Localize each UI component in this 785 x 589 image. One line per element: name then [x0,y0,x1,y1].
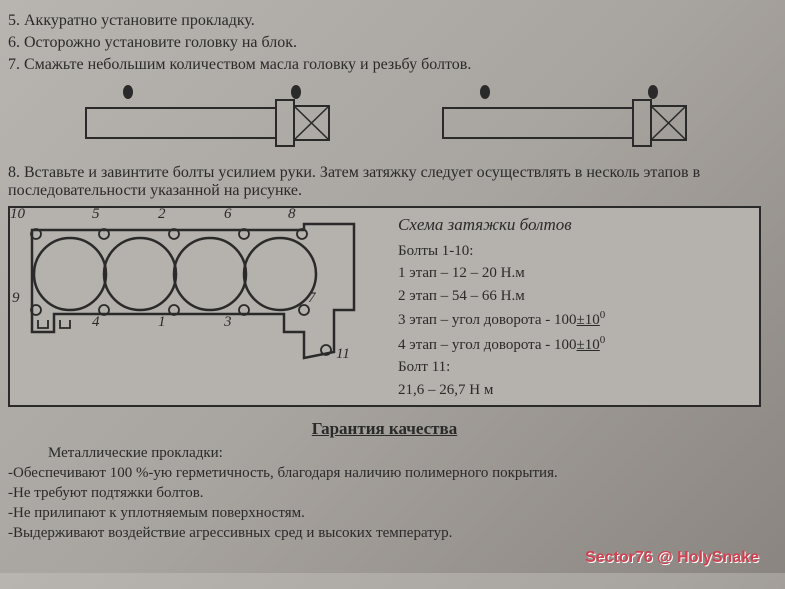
bolt-diagram-row [8,82,761,152]
gasket-diagram: 10 5 2 6 8 9 4 1 3 7 11 [10,208,388,405]
bolt-diagram-right [433,82,693,152]
torque-stage-1: 1 этап – 12 – 20 Н.м [398,262,749,285]
watermark: Sector76 @ HolySnake [585,549,759,567]
seq-label-2: 2 [158,206,166,223]
instruction-step-8: 8. Вставьте и завинтите болты усилием ру… [8,164,761,200]
warranty-title: Гарантия качества [8,419,761,439]
torque-title: Схема затяжки болтов [398,212,749,238]
instruction-step-7: 7. Смажьте небольшим количеством масла г… [8,56,761,74]
seq-label-3: 3 [224,314,232,331]
seq-label-6: 6 [224,206,232,223]
warranty-line-4: -Выдерживают воздействие агрессивных сре… [8,525,761,542]
torque-bolts-1-10: Болты 1-10: [398,240,749,263]
bolt-left-icon [76,82,336,147]
torque-diagram-box: 10 5 2 6 8 9 4 1 3 7 11 [8,206,761,407]
torque-bolt-11-value: 21,6 – 26,7 Н м [398,379,749,402]
seq-label-10: 10 [10,206,25,223]
torque-bolt-11: Болт 11: [398,356,749,379]
warranty-intro: Металлические прокладки: [8,445,761,462]
seq-label-7: 7 [308,290,316,307]
instruction-step-5: 5. Аккуратно установите прокладку. [8,12,761,30]
seq-label-5: 5 [92,206,100,223]
seq-label-9: 9 [12,290,20,307]
torque-stage-2: 2 этап – 54 – 66 Н.м [398,285,749,308]
seq-label-4: 4 [92,314,100,331]
warranty-line-1: -Обеспечивают 100 %-ую герметичность, бл… [8,465,761,482]
seq-label-1: 1 [158,314,166,331]
bolt-diagram-left [76,82,336,152]
seq-label-8: 8 [288,206,296,223]
bolt-right-icon [433,82,693,147]
torque-stage-3: 3 этап – угол доворота - 100±100 [398,307,749,332]
instruction-step-6: 6. Осторожно установите головку на блок. [8,34,761,52]
gasket-icon [14,212,374,372]
warranty-line-3: -Не прилипают к уплотняемым поверхностям… [8,505,761,522]
torque-stage-4: 4 этап – угол доворота - 100±100 [398,332,749,357]
warranty-line-2: -Не требуют подтяжки болтов. [8,485,761,502]
seq-label-11: 11 [336,346,350,363]
torque-info-panel: Схема затяжки болтов Болты 1-10: 1 этап … [388,208,759,405]
